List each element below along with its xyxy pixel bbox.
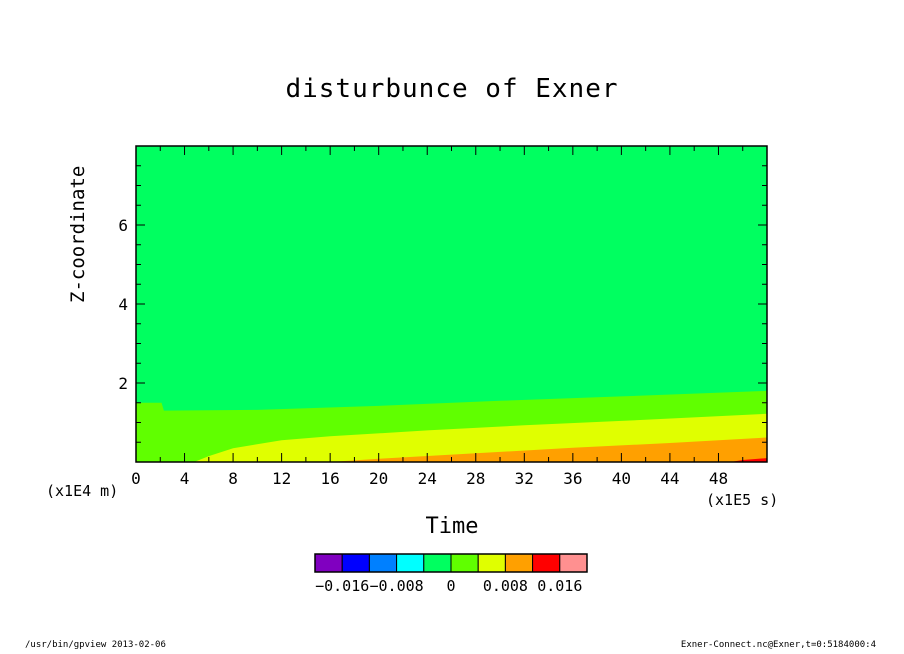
colorbar-swatch: [532, 553, 561, 573]
colorbar-swatch: [396, 553, 425, 573]
colorbar-swatch: [314, 553, 343, 573]
colorbar-swatch: [477, 553, 506, 573]
colorbar-label: 0.016: [537, 577, 582, 595]
y-tick-label: 2: [118, 374, 128, 393]
x-tick-label: 20: [369, 469, 388, 488]
x-tick-label: 44: [660, 469, 679, 488]
x-tick-label: 16: [321, 469, 340, 488]
heatmap-region-3: [330, 437, 767, 462]
colorbar-swatch: [450, 553, 479, 573]
x-tick-label: 0: [131, 469, 141, 488]
x-tick-label: 28: [466, 469, 485, 488]
x-tick-label: 12: [272, 469, 291, 488]
colorbar-swatch: [423, 553, 452, 573]
x-tick-label: 32: [515, 469, 534, 488]
colorbar-label: −0.008: [370, 577, 424, 595]
x-axis-label: Time: [425, 514, 479, 539]
chart-title: disturbunce of Exner: [285, 74, 619, 104]
heatmap-region-4: [730, 458, 767, 462]
x-axis-scale-note: (x1E5 s): [706, 491, 779, 509]
colorbar-label: 0: [446, 577, 455, 595]
x-tick-label: 36: [563, 469, 582, 488]
x-tick-label: 40: [612, 469, 631, 488]
colorbar-swatch: [559, 553, 588, 573]
colorbar-label: −0.016: [315, 577, 369, 595]
colorbar-frame: [314, 553, 588, 573]
x-tick-label: 4: [180, 469, 190, 488]
colorbar-label: 0.008: [483, 577, 528, 595]
x-tick-label: 8: [228, 469, 238, 488]
colorbar-swatch: [341, 553, 370, 573]
x-tick-label: 48: [709, 469, 728, 488]
footer-right-text: Exner-Connect.nc@Exner,t=0:5184000:4: [680, 640, 876, 650]
colorbar-swatch: [504, 553, 534, 573]
colorbar-swatch: [368, 553, 398, 573]
footer-left-text: /usr/bin/gpview 2013-02-06: [25, 640, 166, 650]
y-axis-scale-note: (x1E4 m): [46, 482, 119, 500]
x-tick-label: 24: [418, 469, 437, 488]
y-tick-label: 4: [118, 295, 128, 314]
y-tick-label: 6: [118, 216, 128, 235]
